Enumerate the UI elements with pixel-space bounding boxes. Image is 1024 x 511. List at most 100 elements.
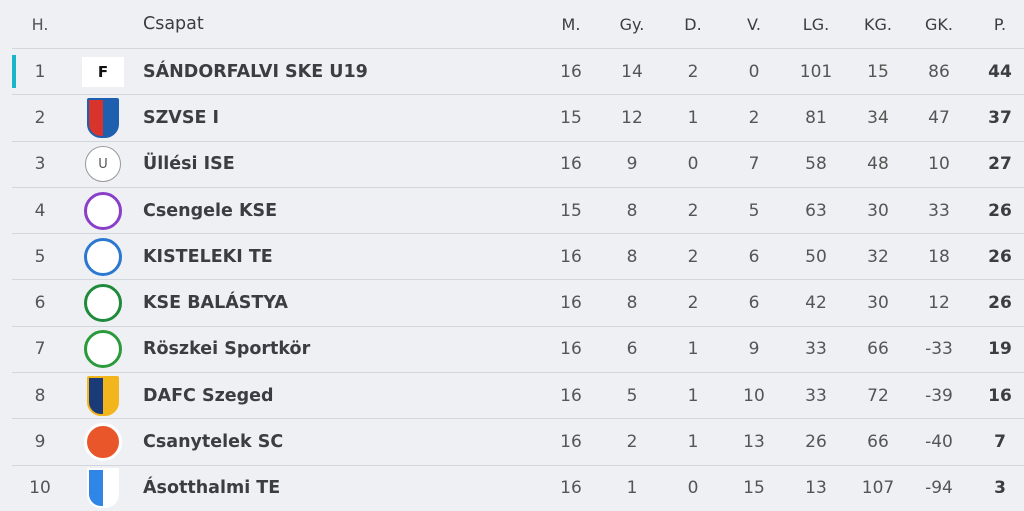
table-row[interactable]: 6 KSE BALÁSTYA 16 8 2 6 42 30 12 26 (12, 279, 1024, 325)
stat-d: 1 (687, 432, 699, 453)
table-header: H. Csapat M. Gy. D. V. LG. KG. GK. P. (12, 0, 1024, 48)
position: 5 (34, 246, 46, 267)
stat-gy: 14 (621, 61, 643, 82)
stat-v: 0 (748, 61, 760, 82)
table-row[interactable]: 9 Csanytelek SC 16 2 1 13 26 66 -40 7 (12, 418, 1024, 464)
stat-d: 0 (687, 154, 699, 175)
stat-gk: -40 (925, 432, 953, 453)
stat-kg: 30 (867, 293, 889, 314)
stat-m: 16 (560, 61, 582, 82)
stat-kg: 72 (867, 385, 889, 406)
header-m[interactable]: M. (561, 14, 581, 34)
team-name[interactable]: KISTELEKI TE (143, 246, 273, 267)
stat-d: 2 (687, 200, 699, 221)
position: 3 (34, 154, 46, 175)
position: 7 (34, 339, 46, 360)
stat-m: 16 (560, 293, 582, 314)
stat-m: 16 (560, 385, 582, 406)
position: 4 (34, 200, 46, 221)
header-p[interactable]: P. (993, 14, 1007, 34)
team-logo: F (82, 49, 124, 94)
table-row[interactable]: 2 SZVSE I 15 12 1 2 81 34 47 37 (12, 94, 1024, 140)
team-name[interactable]: Röszkei Sportkör (143, 339, 311, 360)
stat-p: 44 (988, 61, 1012, 82)
team-logo (82, 234, 124, 279)
stat-gy: 8 (626, 246, 638, 267)
stat-p: 26 (988, 246, 1012, 267)
stat-m: 16 (560, 154, 582, 175)
table-row[interactable]: 8 DAFC Szeged 16 5 1 10 33 72 -39 16 (12, 372, 1024, 418)
stat-lg: 63 (805, 200, 827, 221)
stat-p: 19 (988, 339, 1012, 360)
stat-gy: 8 (626, 293, 638, 314)
team-logo (82, 95, 124, 140)
table-row[interactable]: 1 F SÁNDORFALVI SKE U19 16 14 2 0 101 15 86 44 (12, 48, 1024, 94)
stat-v: 13 (743, 432, 765, 453)
table-row[interactable]: 5 KISTELEKI TE 16 8 2 6 50 32 18 26 (12, 233, 1024, 279)
team-name[interactable]: Csanytelek SC (143, 432, 284, 453)
stat-gk: -39 (925, 385, 953, 406)
team-logo: U (82, 142, 124, 187)
stat-gk: 18 (928, 246, 950, 267)
stat-lg: 33 (805, 385, 827, 406)
stat-m: 16 (560, 432, 582, 453)
stat-gy: 12 (621, 107, 643, 128)
header-lg[interactable]: LG. (802, 14, 830, 34)
stat-p: 26 (988, 293, 1012, 314)
stat-v: 10 (743, 385, 765, 406)
stat-lg: 50 (805, 246, 827, 267)
team-name[interactable]: Ásotthalmi TE (143, 478, 281, 499)
team-name[interactable]: SZVSE I (143, 107, 219, 128)
team-name[interactable]: Üllési ISE (143, 154, 235, 175)
stat-p: 7 (994, 432, 1006, 453)
stat-gk: 33 (928, 200, 950, 221)
position: 6 (34, 293, 46, 314)
table-row[interactable]: 10 Ásotthalmi TE 16 1 0 15 13 107 -94 3 (12, 464, 1024, 511)
stat-gk: -94 (925, 478, 953, 499)
stat-m: 16 (560, 478, 582, 499)
stat-p: 37 (988, 107, 1012, 128)
team-name[interactable]: DAFC Szeged (143, 385, 274, 406)
stat-gy: 1 (626, 478, 638, 499)
stat-d: 1 (687, 339, 699, 360)
stat-kg: 66 (867, 432, 889, 453)
header-gk[interactable]: GK. (925, 14, 953, 34)
stat-p: 26 (988, 200, 1012, 221)
stat-lg: 81 (805, 107, 827, 128)
team-name[interactable]: Csengele KSE (143, 200, 278, 221)
stat-gk: 47 (928, 107, 950, 128)
header-v[interactable]: V. (747, 14, 761, 34)
stat-gk: -33 (925, 339, 953, 360)
stat-kg: 34 (867, 107, 889, 128)
header-pos[interactable]: H. (31, 14, 49, 34)
stat-kg: 66 (867, 339, 889, 360)
stat-gy: 6 (626, 339, 638, 360)
stat-kg: 32 (867, 246, 889, 267)
leader-accent-bar (12, 55, 16, 89)
team-logo (82, 419, 124, 464)
team-name[interactable]: KSE BALÁSTYA (143, 293, 288, 314)
stat-v: 2 (748, 107, 760, 128)
stat-v: 6 (748, 293, 760, 314)
table-row[interactable]: 4 Csengele KSE 15 8 2 5 63 30 33 26 (12, 186, 1024, 233)
header-team[interactable]: Csapat (143, 14, 204, 34)
stat-gy: 8 (626, 200, 638, 221)
position: 1 (34, 61, 46, 82)
stat-v: 9 (748, 339, 760, 360)
header-d[interactable]: D. (684, 14, 702, 34)
team-logo (82, 188, 124, 233)
stat-d: 2 (687, 293, 699, 314)
stat-gk: 10 (928, 154, 950, 175)
stat-m: 16 (560, 339, 582, 360)
stat-m: 15 (560, 200, 582, 221)
header-kg[interactable]: KG. (864, 14, 892, 34)
header-gy[interactable]: Gy. (619, 14, 645, 34)
stat-lg: 42 (805, 293, 827, 314)
team-name[interactable]: SÁNDORFALVI SKE U19 (143, 61, 368, 82)
stat-kg: 48 (867, 154, 889, 175)
position: 9 (34, 432, 46, 453)
stat-d: 1 (687, 385, 699, 406)
table-row[interactable]: 7 Röszkei Sportkör 16 6 1 9 33 66 -33 19 (12, 325, 1024, 372)
position: 8 (34, 385, 46, 406)
table-row[interactable]: 3 U Üllési ISE 16 9 0 7 58 48 10 27 (12, 140, 1024, 187)
